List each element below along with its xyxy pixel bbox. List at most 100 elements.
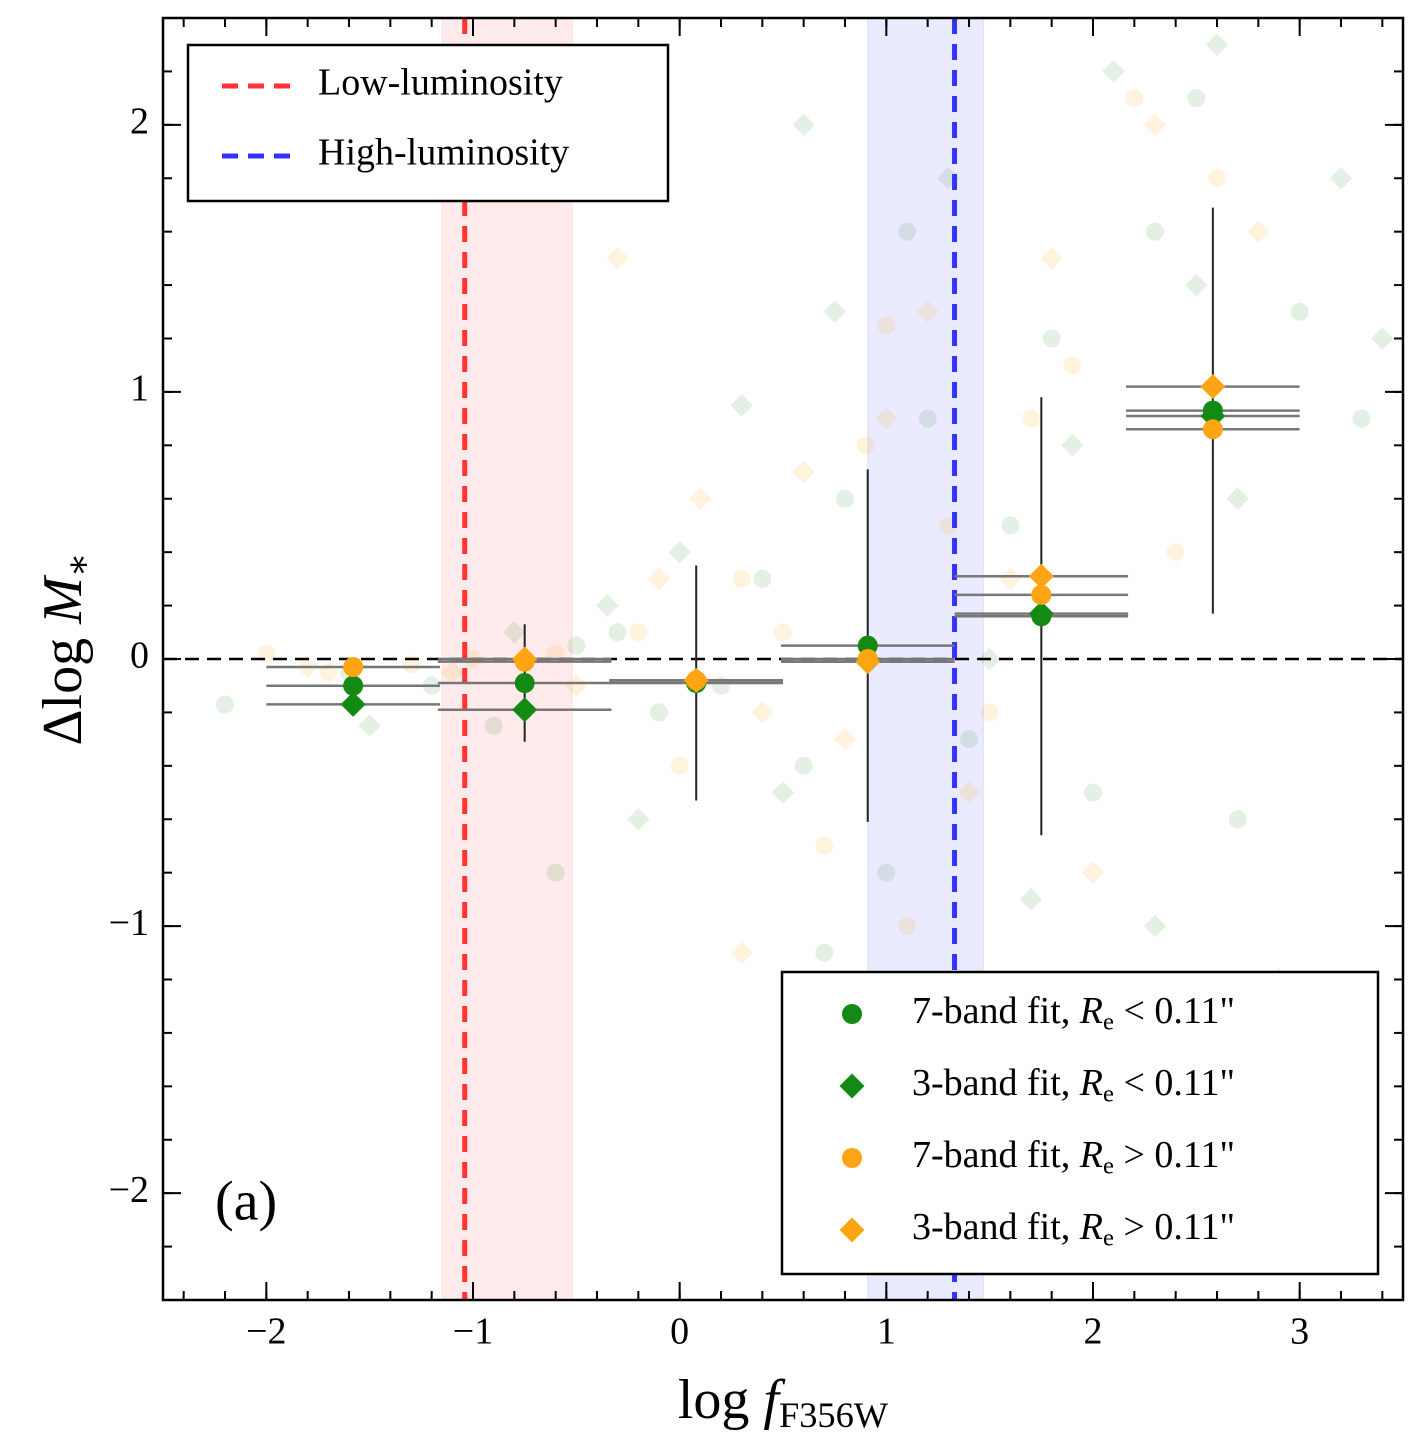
point <box>1042 329 1061 348</box>
point <box>512 646 538 672</box>
y-tick-label: −2 <box>109 1169 149 1211</box>
point <box>960 730 978 749</box>
label-rest: > 0.11" <box>1114 1134 1235 1176</box>
point <box>856 436 875 455</box>
point <box>1031 584 1052 605</box>
point <box>980 703 999 722</box>
point <box>1166 543 1185 562</box>
point <box>1084 783 1102 802</box>
point <box>1040 247 1063 270</box>
point <box>1371 327 1394 350</box>
label-var: R <box>1079 1062 1103 1104</box>
label-sub: e <box>1103 1152 1114 1179</box>
point <box>1208 169 1226 188</box>
label-text: 3-band fit, <box>912 1206 1080 1248</box>
label-text: 7-band fit, <box>912 1134 1080 1176</box>
label-text: 3-band fit, <box>912 1062 1080 1104</box>
point <box>343 675 364 696</box>
point <box>441 661 464 684</box>
point <box>1019 888 1043 911</box>
point <box>670 756 689 775</box>
label-text: Δlog <box>32 624 94 746</box>
x-tick-label: 2 <box>1084 1311 1103 1353</box>
point <box>815 836 834 855</box>
point <box>916 300 939 324</box>
point <box>1329 167 1353 190</box>
y-tick-label: 2 <box>130 101 149 143</box>
point <box>358 714 381 738</box>
point <box>650 703 668 722</box>
point <box>1063 356 1082 375</box>
point <box>1352 409 1371 428</box>
point <box>877 316 896 335</box>
point <box>877 863 896 882</box>
point <box>836 489 854 508</box>
point <box>1022 409 1040 428</box>
point <box>957 781 981 804</box>
point <box>689 487 712 510</box>
point <box>1028 601 1054 627</box>
point <box>1143 113 1167 137</box>
point <box>1143 914 1167 938</box>
x-tick-label: −2 <box>246 1311 286 1353</box>
label-rest: > 0.11" <box>1114 1206 1235 1248</box>
point <box>732 569 751 588</box>
y-tick-label: −1 <box>109 902 149 944</box>
point <box>753 569 772 588</box>
point <box>855 649 881 675</box>
label-var: R <box>1079 990 1103 1032</box>
x-tick-label: 1 <box>877 1311 896 1353</box>
point <box>565 674 588 697</box>
label-sub: e <box>1103 1080 1114 1107</box>
legend-label: 3-band fit, Re < 0.11" <box>912 1062 1235 1107</box>
point <box>596 594 619 617</box>
point <box>1102 60 1125 83</box>
point <box>546 863 565 882</box>
point <box>567 636 586 655</box>
label-var: M <box>32 574 94 625</box>
point <box>1081 861 1105 884</box>
x-tick-label: −1 <box>453 1311 493 1353</box>
point <box>608 623 627 642</box>
label-rest: < 0.11" <box>1114 990 1235 1032</box>
y-tick-label: 0 <box>130 635 149 677</box>
point <box>918 409 937 428</box>
point <box>833 727 857 751</box>
point <box>839 1217 865 1243</box>
point <box>343 657 364 678</box>
point <box>999 567 1022 591</box>
point <box>839 1073 865 1099</box>
point <box>1125 89 1144 108</box>
point <box>683 667 709 693</box>
legend-label: Low-luminosity <box>318 62 563 104</box>
point <box>629 623 648 642</box>
annotation: (a) <box>215 1170 277 1232</box>
point <box>503 621 526 644</box>
label-rest: < 0.11" <box>1114 1062 1235 1104</box>
point <box>842 1004 862 1024</box>
legend-box <box>780 970 1380 1276</box>
point <box>751 701 774 724</box>
legend-label: 3-band fit, Re > 0.11" <box>912 1206 1235 1251</box>
point <box>771 781 795 804</box>
point <box>514 673 535 694</box>
point <box>1028 563 1054 589</box>
point <box>1001 516 1020 535</box>
point <box>875 407 898 430</box>
label-sub: e <box>1103 1224 1114 1251</box>
legend-box <box>186 43 670 203</box>
point <box>1185 273 1208 297</box>
label-var: R <box>1079 1134 1103 1176</box>
legend-label: 7-band fit, Re > 0.11" <box>912 1134 1235 1179</box>
point <box>774 623 792 642</box>
point <box>1187 89 1206 108</box>
point <box>1202 419 1223 440</box>
label-sub: ∗ <box>58 553 98 578</box>
label-text: 7-band fit, <box>912 990 1080 1032</box>
point <box>627 808 650 831</box>
point <box>730 394 753 417</box>
label-var: R <box>1079 1206 1103 1248</box>
point <box>1290 302 1309 321</box>
point <box>512 697 538 723</box>
